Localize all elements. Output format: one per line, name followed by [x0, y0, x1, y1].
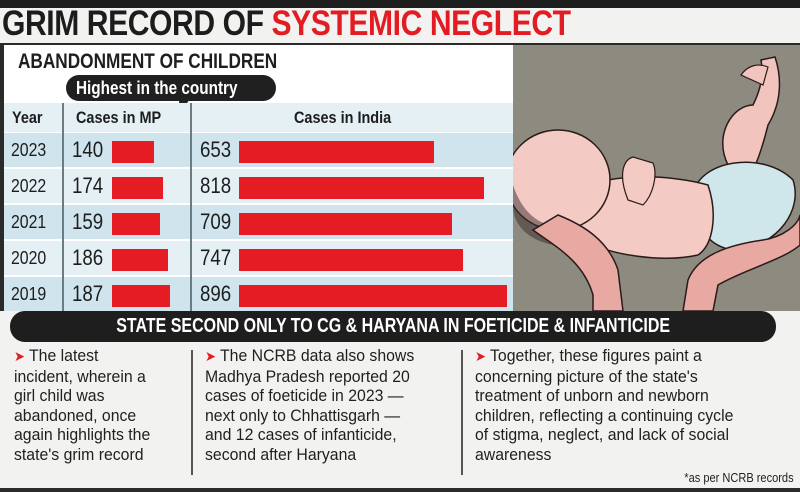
india-bar	[239, 249, 463, 271]
mp-bar	[112, 285, 170, 307]
bottom-strip	[0, 488, 800, 492]
column-divider	[190, 103, 192, 311]
baby-illustration	[513, 45, 800, 311]
table-row: 2021 159 709	[4, 205, 513, 239]
year-cell: 2019	[11, 284, 47, 304]
panel-title: ABANDONMENT OF CHILDREN	[18, 50, 278, 73]
callout-text: Highest in the country	[76, 78, 238, 98]
highest-callout: Highest in the country	[66, 75, 277, 101]
column-divider	[461, 350, 463, 475]
header-year: Year	[12, 108, 43, 127]
mp-bar	[112, 141, 154, 163]
bullet-arrow-icon: ➤	[475, 348, 486, 364]
baby-in-hands-icon	[513, 56, 800, 311]
table-row: 2022 174 818	[4, 169, 513, 203]
abandonment-panel: ABANDONMENT OF CHILDREN Highest in the c…	[0, 45, 513, 311]
year-cell: 2020	[11, 248, 47, 268]
india-bar	[239, 285, 507, 307]
india-value: 653	[200, 137, 232, 162]
headline-part2: SYSTEMIC NEGLECT	[271, 4, 571, 43]
text-column-1: ➤ The latest incident, wherein a girl ch…	[14, 346, 151, 464]
headline: GRIM RECORD OF SYSTEMIC NEGLECT	[2, 4, 571, 44]
mp-value: 140	[72, 137, 104, 162]
mp-value: 186	[72, 245, 104, 270]
header-mp: Cases in MP	[76, 108, 162, 127]
foeticide-banner: STATE SECOND ONLY TO CG & HARYANA IN FOE…	[10, 311, 776, 342]
mp-value: 187	[72, 281, 104, 306]
text-column-3: ➤ Together, these figures paint a concer…	[475, 346, 734, 464]
table-header-row: Year Cases in MP Cases in India	[4, 103, 513, 132]
year-cell: 2022	[11, 176, 47, 196]
table-row: 2019 187 896	[4, 277, 513, 311]
india-value: 818	[200, 173, 232, 198]
mp-bar	[112, 177, 163, 199]
top-strip	[0, 0, 800, 8]
mp-value: 159	[72, 209, 104, 234]
table-row: 2023 140 653	[4, 133, 513, 167]
mp-bar	[112, 213, 160, 235]
banner-text: STATE SECOND ONLY TO CG & HARYANA IN FOE…	[116, 315, 670, 337]
header-india: Cases in India	[294, 108, 392, 127]
mp-bar	[112, 249, 168, 271]
india-bar	[239, 177, 484, 199]
india-value: 709	[200, 209, 232, 234]
text-column-2: ➤ The NCRB data also shows Madhya Prades…	[205, 346, 415, 464]
headline-part1: GRIM RECORD OF	[2, 4, 272, 43]
india-bar	[239, 213, 452, 235]
year-cell: 2021	[11, 212, 47, 232]
mp-value: 174	[72, 173, 104, 198]
bullet-arrow-icon: ➤	[205, 348, 216, 364]
year-cell: 2023	[11, 140, 47, 160]
column-divider	[62, 103, 64, 311]
table-row: 2020 186 747	[4, 241, 513, 275]
india-bar	[239, 141, 434, 163]
source-footnote: *as per NCRB records	[684, 470, 794, 485]
india-value: 896	[200, 281, 232, 306]
india-value: 747	[200, 245, 232, 270]
bullet-arrow-icon: ➤	[14, 348, 25, 364]
column-divider	[191, 350, 193, 475]
